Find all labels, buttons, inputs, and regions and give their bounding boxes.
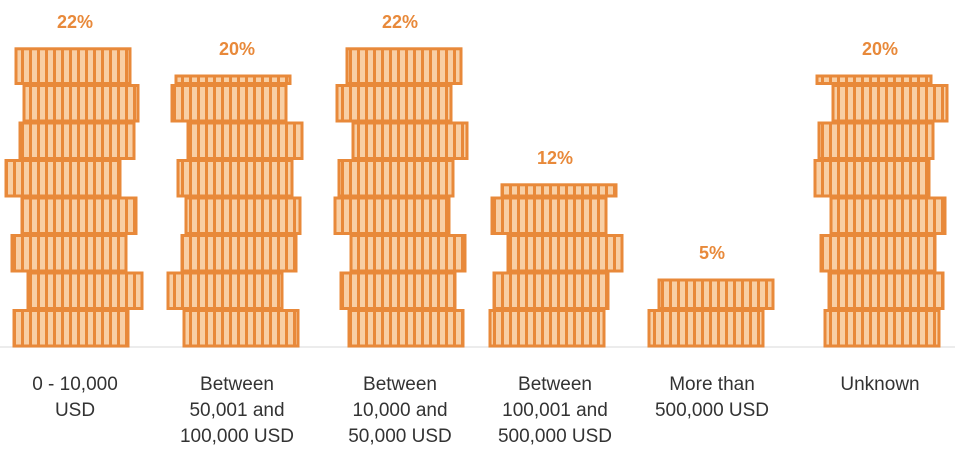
- coin-block: [831, 84, 949, 123]
- bar: [647, 278, 775, 348]
- coin-block: [335, 84, 453, 123]
- coin-block: [174, 74, 292, 85]
- value-label: 20%: [862, 39, 898, 59]
- coin-block: [12, 309, 130, 348]
- coin-block: [817, 121, 935, 160]
- coin-block: [500, 183, 618, 198]
- value-label: 22%: [382, 12, 418, 32]
- coin-block: [182, 309, 300, 348]
- coin-block: [347, 309, 465, 348]
- coin-block: [26, 271, 144, 310]
- bar: [488, 183, 624, 348]
- coin-block: [166, 271, 284, 310]
- coin-block: [333, 196, 451, 235]
- coin-block: [18, 121, 136, 160]
- coin-block: [492, 271, 610, 310]
- coin-block: [4, 159, 122, 198]
- coin-block: [490, 196, 608, 235]
- coin-block: [819, 234, 937, 273]
- category-label: 0 - 10,000 USD: [32, 374, 118, 421]
- category-label: Between 50,001 and 100,000 USD: [179, 374, 295, 447]
- coin-block: [14, 47, 132, 85]
- category-label: Unknown: [840, 374, 920, 395]
- coin-block: [488, 309, 606, 348]
- coin-block: [813, 159, 931, 198]
- bar: [4, 47, 144, 348]
- bar: [166, 74, 304, 348]
- coin-block: [186, 121, 304, 160]
- category-label: Between 10,000 and 50,000 USD: [348, 374, 452, 447]
- coin-block: [829, 196, 947, 235]
- coin-block: [657, 278, 775, 310]
- coin-block: [22, 84, 140, 123]
- coin-block: [10, 234, 128, 273]
- coin-block: [20, 196, 138, 235]
- coin-block: [815, 74, 933, 85]
- value-label: 5%: [699, 243, 725, 263]
- coin-block: [337, 159, 455, 198]
- category-label: More than 500,000 USD: [654, 374, 770, 421]
- value-label: 22%: [57, 12, 93, 32]
- coin-block: [176, 159, 294, 198]
- coin-block: [647, 309, 765, 348]
- coin-block: [180, 234, 298, 273]
- coin-block: [170, 84, 288, 123]
- coin-block: [339, 271, 457, 310]
- value-label: 20%: [219, 39, 255, 59]
- value-label: 12%: [537, 148, 573, 168]
- coin-block: [184, 196, 302, 235]
- bar: [813, 74, 949, 348]
- coin-block: [506, 234, 624, 273]
- category-label: Between 100,001 and 500,000 USD: [497, 374, 613, 447]
- coin-block: [823, 309, 941, 348]
- bar: [333, 47, 469, 348]
- coin-block: [349, 234, 467, 273]
- coin-block: [827, 271, 945, 310]
- coin-block: [345, 47, 463, 85]
- coin-block: [351, 121, 469, 160]
